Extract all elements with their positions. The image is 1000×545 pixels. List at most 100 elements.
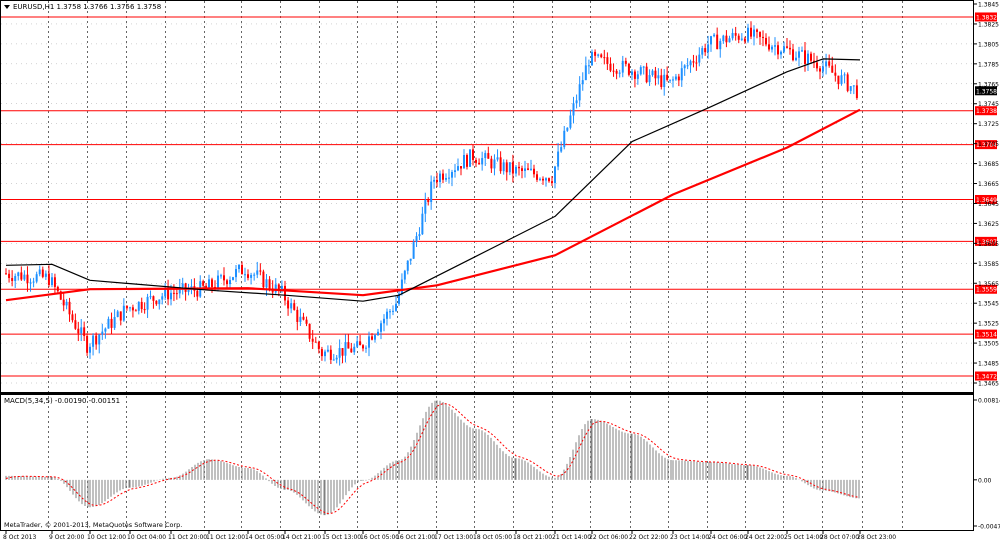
candle-bull — [208, 279, 210, 288]
candle-bull — [23, 274, 26, 280]
candle-bear — [819, 68, 821, 72]
candle-bull — [798, 51, 800, 58]
time-tick-label: 16 Oct 21:00 — [396, 534, 435, 541]
candle-bull — [80, 327, 83, 334]
candle-bear — [293, 303, 296, 310]
price-tick-label: 1.3745 — [978, 101, 999, 108]
candle-bull — [557, 151, 560, 167]
sr-level-tag — [975, 284, 997, 294]
candle-bear — [71, 314, 74, 321]
candle-bear — [53, 277, 56, 287]
candle-bear — [645, 66, 648, 83]
candle-bear — [47, 273, 50, 285]
sr-level-label: 1.3704 — [976, 142, 997, 149]
candle-bear — [359, 341, 362, 346]
candle-bear — [83, 327, 86, 337]
sr-level-label: 1.3559 — [976, 287, 997, 294]
candle-bull — [463, 155, 465, 169]
candle-bear — [125, 305, 128, 309]
candle-bear — [660, 75, 663, 87]
sr-level-label: 1.3472 — [976, 374, 997, 381]
candle-bear — [466, 155, 468, 167]
candle-bull — [530, 168, 532, 170]
candle-bear — [615, 70, 618, 74]
candle-bull — [515, 166, 517, 174]
candle-bear — [734, 32, 737, 36]
candle-bear — [226, 280, 228, 285]
price-scale: 1.38451.38251.38051.37851.37651.37451.37… — [973, 2, 999, 388]
candle-bear — [152, 296, 155, 301]
candle-bull — [642, 66, 645, 68]
candle-bear — [284, 285, 286, 301]
candle-bull — [508, 162, 511, 173]
candle-bear — [427, 199, 430, 203]
sr-level-tag — [975, 12, 997, 22]
candle-bear — [837, 75, 840, 85]
candle-bear — [62, 299, 65, 306]
candle-bear — [350, 348, 353, 353]
sma-fast-line — [5, 58, 861, 302]
candle-bull — [686, 65, 689, 67]
candle-bear — [320, 349, 323, 357]
candle-bull — [774, 45, 776, 47]
candle-bull — [187, 289, 190, 292]
candle-bear — [68, 301, 71, 315]
candle-bear — [704, 48, 707, 53]
time-tick-label: 17 Oct 13:00 — [434, 534, 473, 541]
candle-bear — [831, 65, 834, 73]
candle-bull — [409, 258, 412, 261]
candle-bear — [518, 166, 520, 169]
candle-bull — [566, 127, 569, 131]
candle-bull — [353, 346, 356, 353]
candle-bull — [621, 60, 624, 73]
candle-bear — [600, 54, 603, 58]
candle-bull — [181, 283, 184, 288]
candle-bull — [747, 27, 749, 42]
candle-bull — [807, 53, 809, 64]
price-tick-label: 1.3585 — [978, 261, 999, 268]
candle-bear — [196, 290, 199, 297]
candle-bear — [855, 85, 858, 98]
time-tick-label: 22 Oct 06:00 — [589, 534, 628, 541]
candle-bull — [38, 269, 41, 275]
candle-bull — [701, 48, 704, 55]
candle-bear — [834, 72, 837, 76]
sma-slow-line — [5, 108, 861, 302]
candle-bear — [756, 29, 758, 32]
sr-levels: 1.38321.37381.37041.36491.36071.35591.35… — [1, 12, 997, 381]
candle-bear — [26, 274, 29, 284]
candle-bull — [439, 173, 441, 183]
price-tick-label: 1.3805 — [978, 41, 999, 48]
candle-bull — [220, 275, 222, 277]
sr-level-label: 1.3738 — [976, 108, 997, 115]
candle-bull — [680, 68, 683, 81]
candle-bull — [380, 323, 382, 332]
candle-bear — [77, 328, 80, 334]
candle-bull — [256, 270, 259, 275]
candle-bear — [110, 318, 113, 328]
triangle-down-icon[interactable] — [4, 5, 10, 9]
candle-bear — [612, 70, 615, 72]
candle-bull — [539, 178, 541, 180]
time-tick-label: 28 Oct 23:00 — [857, 534, 896, 541]
candle-bull — [722, 35, 725, 42]
candle-bear — [143, 309, 146, 311]
candle-bull — [493, 159, 496, 169]
time-tick-label: 22 Oct 22:00 — [629, 534, 668, 541]
sr-level-label: 1.3649 — [976, 197, 997, 204]
candle-bull — [395, 303, 397, 311]
time-tick-label: 14 Oct 05:00 — [245, 534, 284, 541]
candle-bear — [475, 159, 477, 163]
price-tick-label: 1.3845 — [978, 2, 999, 9]
candle-bull — [238, 264, 240, 270]
candle-bull — [383, 318, 385, 324]
candle-bull — [780, 51, 782, 55]
candle-bull — [698, 54, 701, 63]
candle-bear — [134, 310, 137, 312]
candle-bull — [852, 85, 855, 87]
candle-bull — [469, 149, 471, 167]
candle-bull — [707, 44, 710, 53]
candle-bear — [140, 301, 143, 310]
